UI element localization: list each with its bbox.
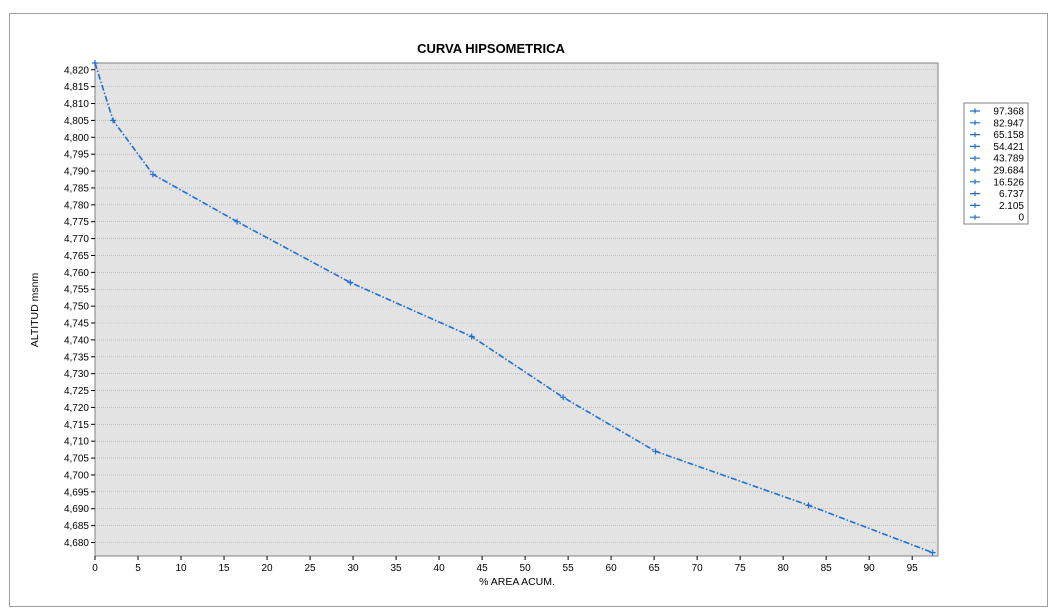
y-tick-label: 4,755 bbox=[64, 285, 89, 296]
legend-marker bbox=[970, 143, 980, 149]
y-tick-label: 4,685 bbox=[64, 521, 89, 532]
x-tick-label: 95 bbox=[907, 563, 919, 574]
data-point bbox=[805, 502, 812, 509]
x-tick-label: 45 bbox=[477, 563, 489, 574]
y-tick-label: 4,720 bbox=[64, 403, 89, 414]
data-point bbox=[347, 279, 354, 286]
x-tick-label: 75 bbox=[735, 563, 747, 574]
legend-marker bbox=[970, 214, 980, 220]
y-tick-label: 4,715 bbox=[64, 420, 89, 431]
y-axis-ticks: 4,680 4,685 4,690 4,695 4,700 4,705 4,710 4,715… bbox=[64, 65, 95, 549]
legend-marker bbox=[970, 179, 980, 185]
y-tick-label: 4,740 bbox=[64, 335, 89, 346]
data-point bbox=[560, 394, 567, 401]
x-tick-label: 20 bbox=[261, 563, 273, 574]
x-tick-label: 90 bbox=[864, 563, 876, 574]
x-tick-label: 55 bbox=[563, 563, 575, 574]
y-tick-label: 4,795 bbox=[64, 150, 89, 161]
y-tick-label: 4,800 bbox=[64, 133, 89, 144]
y-tick-label: 4,760 bbox=[64, 268, 89, 279]
y-tick-label: 4,765 bbox=[64, 251, 89, 262]
data-point bbox=[149, 171, 156, 178]
legend-entry: 97.368 bbox=[993, 107, 1024, 118]
legend-entry: 43.789 bbox=[993, 154, 1024, 165]
legend-marker bbox=[970, 167, 980, 173]
x-tick-label: 30 bbox=[347, 563, 359, 574]
y-tick-label: 4,690 bbox=[64, 504, 89, 515]
y-tick-label: 4,780 bbox=[64, 200, 89, 211]
y-tick-label: 4,725 bbox=[64, 386, 89, 397]
legend-marker bbox=[970, 155, 980, 161]
grid-lines bbox=[95, 69, 938, 543]
y-tick-label: 4,745 bbox=[64, 319, 89, 330]
legend-marker bbox=[970, 132, 980, 138]
data-point bbox=[652, 448, 659, 455]
legend-marker bbox=[970, 191, 980, 197]
x-tick-label: 25 bbox=[304, 563, 316, 574]
y-tick-label: 4,695 bbox=[64, 487, 89, 498]
y-tick-label: 4,750 bbox=[64, 302, 89, 313]
data-point bbox=[110, 117, 117, 124]
legend-entry: 6.737 bbox=[999, 189, 1024, 200]
y-tick-label: 4,735 bbox=[64, 352, 89, 363]
x-tick-label: 40 bbox=[434, 563, 446, 574]
data-point bbox=[234, 218, 241, 225]
x-tick-label: 80 bbox=[778, 563, 790, 574]
x-tick-label: 50 bbox=[520, 563, 532, 574]
legend-marker bbox=[970, 120, 980, 126]
legend-marker bbox=[970, 108, 980, 114]
legend-entry: 2.105 bbox=[999, 201, 1024, 212]
y-tick-label: 4,700 bbox=[64, 470, 89, 481]
y-tick-label: 4,710 bbox=[64, 437, 89, 448]
y-tick-label: 4,730 bbox=[64, 369, 89, 380]
data-point bbox=[92, 60, 98, 66]
legend-entry: 54.421 bbox=[993, 142, 1024, 153]
y-tick-label: 4,770 bbox=[64, 234, 89, 245]
legend-entry: 65.158 bbox=[993, 130, 1024, 141]
x-axis-ticks: 0 5 10 15 20 25 30 35 40 45 50 55 60 65 70 75 80 85 90 95 bbox=[92, 556, 918, 574]
y-tick-label: 4,790 bbox=[64, 167, 89, 178]
chart-title: CURVA HIPSOMETRICA bbox=[417, 41, 565, 56]
x-tick-label: 35 bbox=[391, 563, 403, 574]
data-point bbox=[929, 549, 936, 556]
x-tick-label: 10 bbox=[175, 563, 187, 574]
y-tick-label: 4,775 bbox=[64, 217, 89, 228]
x-tick-label: 85 bbox=[821, 563, 833, 574]
legend: 97.36882.94765.15854.42143.78929.68416.5… bbox=[963, 102, 1029, 225]
data-point bbox=[468, 333, 475, 340]
legend-entry: 0 bbox=[1018, 213, 1024, 224]
legend-entry: 82.947 bbox=[993, 118, 1024, 129]
data-series bbox=[92, 60, 936, 556]
legend-entry: 16.526 bbox=[993, 177, 1024, 188]
legend-marker bbox=[970, 202, 980, 208]
y-tick-label: 4,815 bbox=[64, 82, 89, 93]
x-tick-label: 60 bbox=[606, 563, 618, 574]
y-tick-label: 4,785 bbox=[64, 183, 89, 194]
y-tick-label: 4,810 bbox=[64, 99, 89, 110]
x-tick-label: 15 bbox=[218, 563, 230, 574]
y-tick-label: 4,705 bbox=[64, 454, 89, 465]
x-tick-label: 5 bbox=[135, 563, 141, 574]
x-axis-label: % AREA ACUM. bbox=[479, 576, 555, 588]
y-tick-label: 4,680 bbox=[64, 538, 89, 549]
y-tick-label: 4,820 bbox=[64, 65, 89, 76]
series-line bbox=[94, 62, 933, 554]
y-tick-label: 4,805 bbox=[64, 116, 89, 127]
x-tick-label: 0 bbox=[92, 563, 98, 574]
legend-entry: 29.684 bbox=[993, 166, 1024, 177]
x-tick-label: 65 bbox=[649, 563, 661, 574]
plot-area bbox=[94, 62, 939, 557]
y-axis-label: ALTITUD msnm bbox=[29, 273, 41, 348]
x-tick-label: 70 bbox=[692, 563, 704, 574]
